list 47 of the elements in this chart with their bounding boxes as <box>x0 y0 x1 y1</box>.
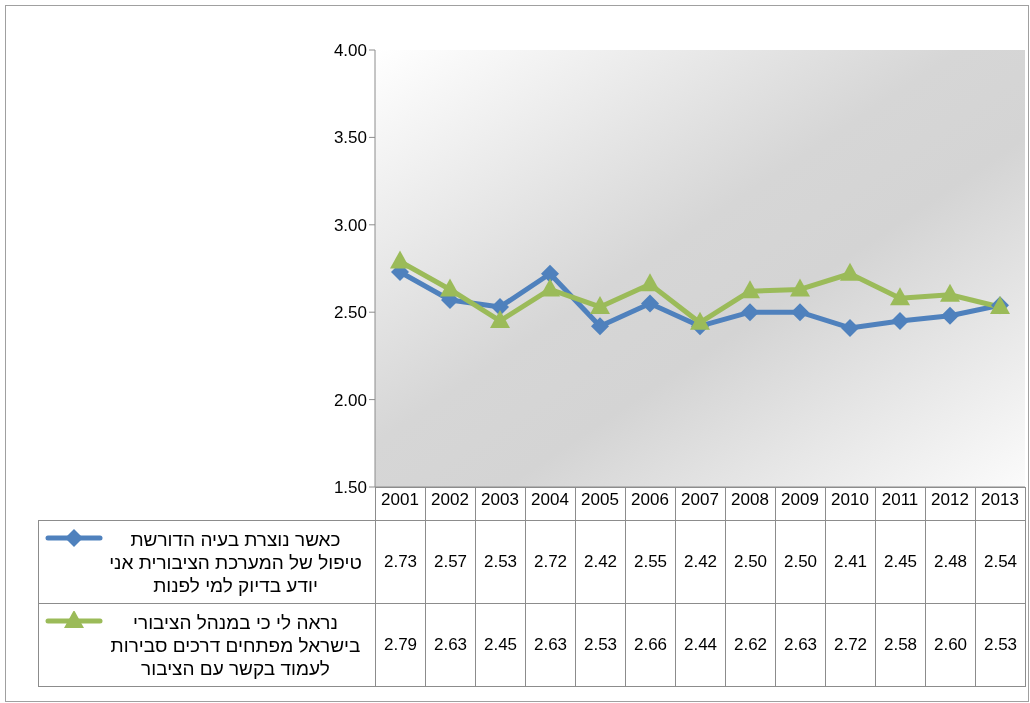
x-tick-label: 2007 <box>681 490 719 510</box>
data-label: 2.60 <box>933 635 968 655</box>
y-tick-label: 1.50 <box>333 478 367 498</box>
data-label: 2.79 <box>383 635 418 655</box>
data-label: 2.44 <box>683 635 718 655</box>
data-label: 2.73 <box>383 552 418 572</box>
y-tick-label: 3.00 <box>333 215 367 235</box>
data-label: 2.50 <box>733 552 768 572</box>
data-label: 2.48 <box>933 552 968 572</box>
x-tick-label: 2002 <box>431 490 469 510</box>
x-tick-label: 2003 <box>481 490 519 510</box>
x-tick-label: 2004 <box>531 490 569 510</box>
x-tick-label: 2010 <box>831 490 869 510</box>
x-tick-label: 2012 <box>931 490 969 510</box>
data-label: 2.41 <box>833 552 868 572</box>
x-tick-label: 2008 <box>731 490 769 510</box>
x-tick-label: 2013 <box>981 490 1019 510</box>
x-tick-label: 2006 <box>631 490 669 510</box>
x-tick-label: 2005 <box>581 490 619 510</box>
data-label: 2.53 <box>583 635 618 655</box>
y-tick-label: 3.50 <box>333 128 367 148</box>
x-tick-label: 2001 <box>381 490 419 510</box>
data-label: 2.42 <box>583 552 618 572</box>
data-label: 2.66 <box>633 635 668 655</box>
data-label: 2.50 <box>783 552 818 572</box>
y-tick-label: 4.00 <box>333 41 367 61</box>
data-label: 2.54 <box>983 552 1018 572</box>
legend-label: נראה לי כי במנהל הציבורי בישראל מפתחים דרכים סבירות לעמוד בקשר עם הציבור <box>109 610 362 680</box>
data-label: 2.63 <box>783 635 818 655</box>
x-tick-label: 2009 <box>781 490 819 510</box>
data-label: 2.58 <box>883 635 918 655</box>
data-label: 2.45 <box>483 635 518 655</box>
data-label: 2.63 <box>533 635 568 655</box>
data-label: 2.62 <box>733 635 768 655</box>
data-label: 2.53 <box>483 552 518 572</box>
data-label: 2.72 <box>533 552 568 572</box>
data-label: 2.42 <box>683 552 718 572</box>
data-label: 2.57 <box>433 552 468 572</box>
data-label: 2.55 <box>633 552 668 572</box>
y-tick-label: 2.00 <box>333 390 367 410</box>
data-label: 2.45 <box>883 552 918 572</box>
y-tick-label: 2.50 <box>333 303 367 323</box>
legend-label: כאשר נוצרת בעיה הדורשת טיפול של המערכת הציבורית אני יודע בדיוק למי לפנות <box>108 527 363 597</box>
data-label: 2.72 <box>833 635 868 655</box>
data-label: 2.63 <box>433 635 468 655</box>
data-label: 2.53 <box>983 635 1018 655</box>
x-tick-label: 2011 <box>881 490 919 510</box>
